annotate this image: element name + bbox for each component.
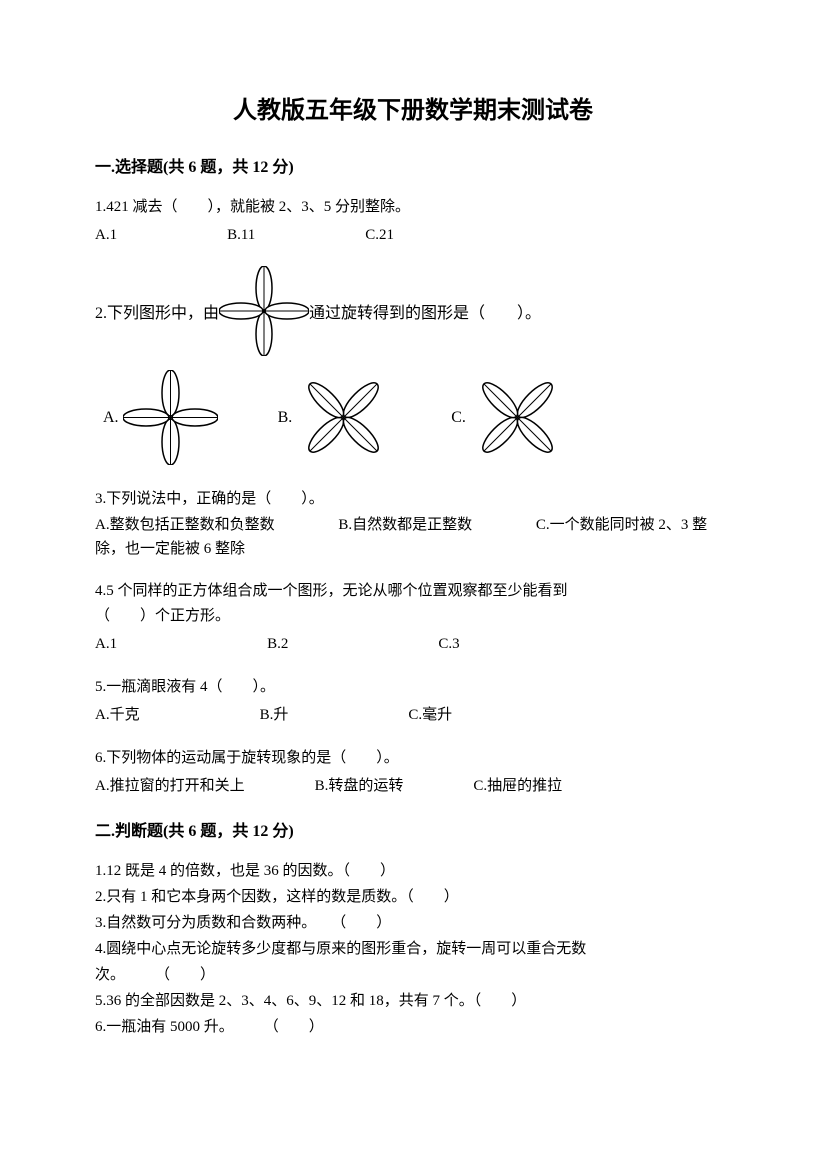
q5-option-b: B.升 (260, 703, 289, 729)
q2-option-b-label: B. (278, 409, 293, 427)
q5-text: 5.一瓶滴眼液有 4（ ）。 (95, 675, 731, 701)
q4-line1: 4.5 个同样的正方体组合成一个图形，无论从哪个位置观察都至少能看到 (95, 579, 731, 605)
question-3: 3.下列说法中，正确的是（ ）。 A.整数包括正整数和负整数 B.自然数都是正整… (95, 487, 731, 561)
judge-2: 2.只有 1 和它本身两个因数，这样的数是质数。（ ） (95, 885, 731, 909)
flower-x-b-icon (296, 370, 391, 465)
question-4: 4.5 个同样的正方体组合成一个图形，无论从哪个位置观察都至少能看到 （ ）个正… (95, 579, 731, 658)
question-6: 6.下列物体的运动属于旋转现象的是（ ）。 A.推拉窗的打开和关上 B.转盘的运… (95, 746, 731, 799)
q1-option-c: C.21 (365, 223, 394, 249)
q4-option-c: C.3 (438, 632, 459, 658)
judge-4a: 4.圆绕中心点无论旋转多少度都与原来的图形重合，旋转一周可以重合无数 (95, 937, 731, 961)
question-1: 1.421 减去（ ），就能被 2、3、5 分别整除。 A.1 B.11 C.2… (95, 195, 731, 248)
q1-text: 1.421 减去（ ），就能被 2、3、5 分别整除。 (95, 195, 731, 221)
page-title: 人教版五年级下册数学期末测试卷 (95, 90, 731, 125)
q4-option-a: A.1 (95, 632, 117, 658)
q6-option-b: B.转盘的运转 (315, 774, 404, 800)
q2-prefix: 2.下列图形中，由 (95, 299, 219, 323)
q2-options: A. B. C. (95, 370, 731, 465)
q4-line2: （ ）个正方形。 (95, 604, 731, 630)
q6-text: 6.下列物体的运动属于旋转现象的是（ ）。 (95, 746, 731, 772)
q5-option-c: C.毫升 (408, 703, 452, 729)
judge-3: 3.自然数可分为质数和合数两种。 （ ） (95, 911, 731, 935)
flower-x-c-icon (470, 370, 565, 465)
judge-1: 1.12 既是 4 的倍数，也是 36 的因数。（ ） (95, 859, 731, 883)
q6-option-a: A.推拉窗的打开和关上 (95, 774, 245, 800)
judge-5: 5.36 的全部因数是 2、3、4、6、9、12 和 18，共有 7 个。（ ） (95, 989, 731, 1013)
flower-plus-a-icon (123, 370, 218, 465)
q5-option-a: A.千克 (95, 703, 140, 729)
section2-header: 二.判断题(共 6 题，共 12 分) (95, 817, 731, 841)
q2-suffix: 通过旋转得到的图形是（ ）。 (309, 299, 541, 323)
judge-6: 6.一瓶油有 5000 升。 （ ） (95, 1015, 731, 1039)
flower-plus-icon (219, 266, 309, 356)
section1-header: 一.选择题(共 6 题，共 12 分) (95, 153, 731, 177)
judge-4b: 次。 （ ） (95, 963, 731, 987)
q4-option-b: B.2 (267, 632, 288, 658)
q1-option-a: A.1 (95, 223, 117, 249)
q3-option-b: B.自然数都是正整数 (338, 517, 472, 533)
q1-option-b: B.11 (227, 223, 255, 249)
q2-option-a-label: A. (103, 409, 119, 427)
q3-text: 3.下列说法中，正确的是（ ）。 (95, 487, 731, 513)
q3-option-a: A.整数包括正整数和负整数 (95, 517, 275, 533)
question-5: 5.一瓶滴眼液有 4（ ）。 A.千克 B.升 C.毫升 (95, 675, 731, 728)
question-2: 2.下列图形中，由 通过旋转得到的图形是（ ）。 (95, 266, 731, 356)
q6-option-c: C.抽屉的推拉 (473, 774, 562, 800)
q2-option-c-label: C. (451, 409, 466, 427)
